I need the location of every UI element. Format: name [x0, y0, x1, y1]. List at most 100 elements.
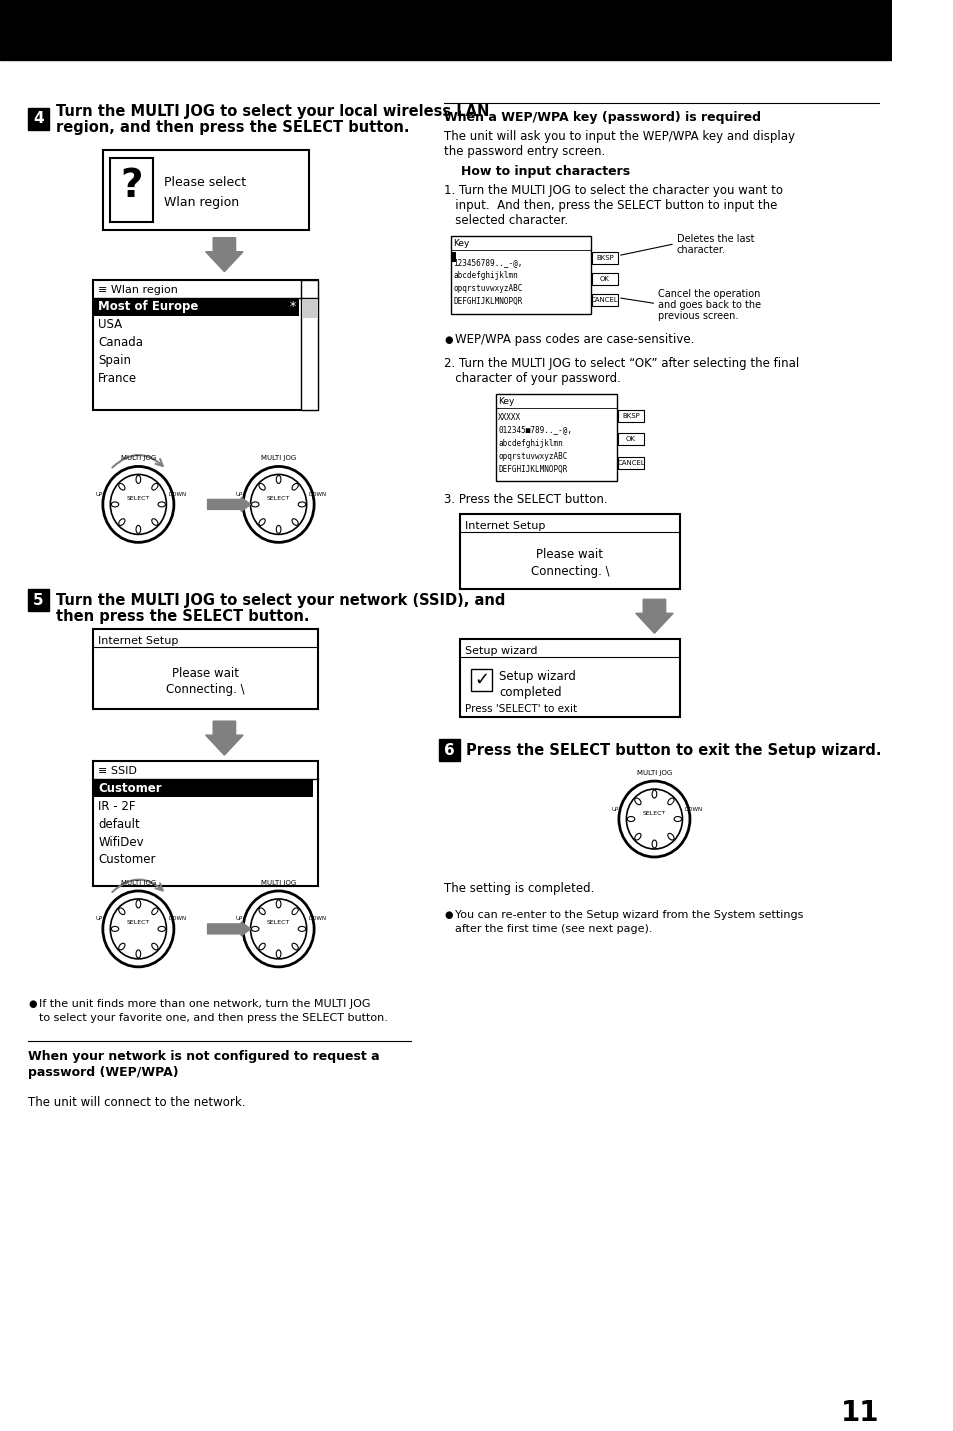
FancyArrow shape	[208, 922, 251, 936]
Circle shape	[119, 485, 157, 524]
Ellipse shape	[667, 798, 674, 804]
Text: *: *	[289, 301, 295, 313]
Text: UP: UP	[95, 916, 103, 922]
Text: Please wait: Please wait	[172, 667, 239, 680]
Bar	[618, 409, 643, 422]
Bar	[450, 236, 590, 313]
Text: Spain: Spain	[98, 353, 131, 368]
Text: How to input characters: How to input characters	[460, 166, 629, 179]
Text: Please wait: Please wait	[536, 548, 602, 561]
Text: Press the SELECT button to exit the Setup wizard.: Press the SELECT button to exit the Setu…	[465, 743, 881, 757]
Text: MULTI JOG: MULTI JOG	[121, 455, 156, 461]
Text: DOWN: DOWN	[169, 492, 187, 497]
Text: MULTI JOG: MULTI JOG	[261, 455, 296, 461]
Text: WifiDev: WifiDev	[98, 836, 144, 849]
Text: Customer: Customer	[98, 853, 155, 867]
Ellipse shape	[118, 484, 125, 489]
Ellipse shape	[298, 502, 305, 507]
Text: Most of Europe: Most of Europe	[98, 301, 198, 313]
Text: 1. Turn the MULTI JOG to select the character you want to: 1. Turn the MULTI JOG to select the char…	[443, 185, 782, 197]
Ellipse shape	[634, 833, 640, 840]
Ellipse shape	[276, 525, 280, 534]
Polygon shape	[656, 801, 677, 829]
Text: Internet Setup: Internet Setup	[98, 637, 178, 647]
Text: Internet Setup: Internet Setup	[464, 521, 544, 531]
Bar	[103, 150, 308, 230]
FancyArrow shape	[208, 498, 251, 511]
Text: 2. Turn the MULTI JOG to select “OK” after selecting the final: 2. Turn the MULTI JOG to select “OK” aft…	[443, 358, 799, 371]
Bar	[439, 740, 459, 761]
Ellipse shape	[136, 525, 140, 534]
Text: after the first time (see next page).: after the first time (see next page).	[455, 924, 652, 934]
Ellipse shape	[158, 502, 165, 507]
Text: Deletes the last: Deletes the last	[677, 233, 754, 243]
Circle shape	[635, 798, 673, 839]
Text: SELECT: SELECT	[127, 497, 150, 501]
Ellipse shape	[152, 943, 158, 950]
Bar	[93, 279, 317, 409]
Text: UP: UP	[95, 492, 103, 497]
Text: password (WEP/WPA): password (WEP/WPA)	[28, 1066, 178, 1079]
Text: input.  And then, press the SELECT button to input the: input. And then, press the SELECT button…	[443, 199, 777, 212]
Text: MULTI JOG: MULTI JOG	[637, 770, 671, 776]
Text: ✓: ✓	[474, 671, 489, 690]
Ellipse shape	[158, 926, 165, 932]
Text: WEP/WPA pass codes are case-sensitive.: WEP/WPA pass codes are case-sensitive.	[455, 333, 694, 346]
Ellipse shape	[112, 502, 118, 507]
Ellipse shape	[276, 900, 280, 907]
Text: character of your password.: character of your password.	[443, 372, 620, 385]
Bar	[28, 590, 49, 611]
Text: France: France	[98, 372, 137, 385]
Ellipse shape	[292, 907, 298, 914]
Ellipse shape	[252, 926, 258, 932]
Text: DOWN: DOWN	[309, 916, 327, 922]
Text: Canada: Canada	[98, 336, 143, 349]
Bar	[459, 514, 679, 590]
Bar	[93, 298, 299, 316]
Ellipse shape	[258, 518, 265, 525]
Text: 4: 4	[33, 112, 44, 126]
Text: character.: character.	[677, 245, 725, 255]
Text: SELECT: SELECT	[267, 497, 290, 501]
Text: OK: OK	[625, 436, 636, 442]
Ellipse shape	[674, 817, 680, 821]
Polygon shape	[280, 912, 302, 939]
Bar	[591, 293, 618, 306]
Text: ≡ SSID: ≡ SSID	[98, 766, 137, 776]
Bar	[93, 761, 317, 886]
Text: Key: Key	[497, 396, 514, 406]
Ellipse shape	[292, 518, 298, 525]
Text: XXXXX: XXXXX	[497, 414, 521, 422]
Text: BKSP: BKSP	[596, 255, 613, 260]
Text: DOWN: DOWN	[309, 492, 327, 497]
Text: Wlan region: Wlan region	[163, 196, 238, 209]
Bar	[471, 670, 491, 691]
Ellipse shape	[292, 484, 298, 489]
Text: The unit will ask you to input the WEP/WPA key and display: The unit will ask you to input the WEP/W…	[443, 130, 794, 143]
Text: UP: UP	[611, 807, 618, 811]
Text: Key: Key	[453, 239, 469, 248]
Ellipse shape	[258, 484, 265, 489]
Bar	[93, 630, 317, 710]
Text: CANCEL: CANCEL	[617, 461, 644, 467]
Ellipse shape	[118, 907, 125, 914]
Text: 11: 11	[840, 1400, 879, 1427]
Ellipse shape	[252, 502, 258, 507]
Bar	[591, 273, 618, 285]
Bar	[28, 107, 49, 130]
Text: DOWN: DOWN	[684, 807, 702, 811]
Text: 012345■789.._-@,: 012345■789.._-@,	[497, 425, 572, 434]
Text: MULTI JOG: MULTI JOG	[261, 880, 296, 886]
Text: DEFGHIJKLMNOPQR: DEFGHIJKLMNOPQR	[453, 298, 522, 306]
Text: Setup wizard: Setup wizard	[498, 670, 576, 683]
Text: You can re-enter to the Setup wizard from the System settings: You can re-enter to the Setup wizard fro…	[455, 910, 802, 920]
Text: ●: ●	[28, 999, 36, 1009]
Text: Connecting. \: Connecting. \	[530, 565, 609, 578]
Text: CANCEL: CANCEL	[591, 296, 618, 302]
Text: the password entry screen.: the password entry screen.	[443, 146, 605, 159]
Ellipse shape	[118, 943, 125, 950]
Text: abcdefghijklmn: abcdefghijklmn	[497, 439, 562, 448]
Text: 5: 5	[33, 592, 44, 608]
Text: 123456789.._-@,: 123456789.._-@,	[453, 258, 522, 268]
Text: Customer: Customer	[98, 781, 162, 794]
